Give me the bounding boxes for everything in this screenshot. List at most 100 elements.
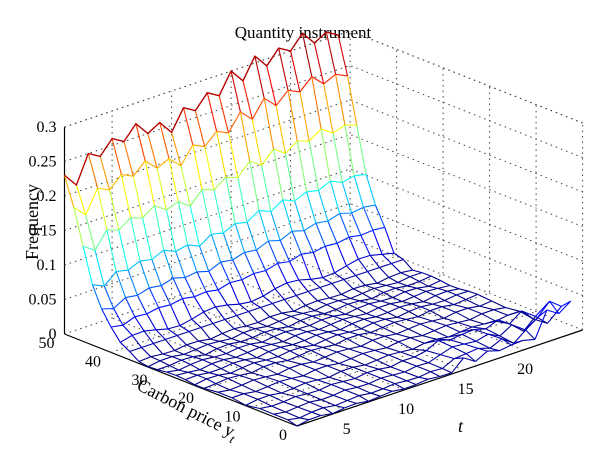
mesh-line-price bbox=[132, 160, 146, 177]
mesh-line-price bbox=[469, 313, 483, 321]
mesh-line-price bbox=[388, 272, 401, 278]
mesh-line-t bbox=[487, 333, 503, 340]
mesh-line-t bbox=[491, 300, 506, 309]
mesh-line-t bbox=[296, 140, 308, 192]
mesh-line-price bbox=[347, 300, 360, 305]
z-grid-line bbox=[64, 133, 583, 231]
x-axis-label: t bbox=[458, 416, 464, 436]
mesh-line-t bbox=[189, 205, 201, 247]
mesh-line-t bbox=[330, 383, 346, 391]
mesh-line-price bbox=[238, 343, 251, 349]
mesh-line-t bbox=[283, 401, 298, 408]
mesh-line-t bbox=[313, 42, 325, 85]
mesh-line-t bbox=[306, 191, 317, 224]
mesh-line-price bbox=[275, 359, 288, 364]
mesh-line-price bbox=[376, 276, 390, 284]
mesh-line-t bbox=[495, 320, 510, 325]
mesh-line-price bbox=[121, 174, 134, 177]
mesh-line-t bbox=[374, 204, 386, 228]
mesh-line-t bbox=[334, 344, 349, 350]
mesh-line-t bbox=[267, 386, 282, 394]
mesh-line-price bbox=[350, 292, 363, 300]
mesh-line-t bbox=[307, 291, 318, 302]
mesh-line-price bbox=[332, 124, 346, 134]
mesh-line-price bbox=[289, 346, 302, 352]
mesh-line-price bbox=[439, 372, 452, 378]
mesh-line-price bbox=[289, 363, 302, 369]
mesh-line-price bbox=[244, 249, 257, 253]
mesh-line-price bbox=[166, 201, 179, 211]
mesh-line-t bbox=[148, 366, 158, 371]
mesh-line-t bbox=[458, 288, 469, 292]
mesh-line-price bbox=[435, 290, 448, 297]
mesh-line-price bbox=[187, 369, 201, 373]
mesh-line-t bbox=[169, 365, 179, 371]
mesh-line-t bbox=[392, 296, 403, 303]
mesh-line-price bbox=[218, 372, 231, 376]
mesh-line-t bbox=[243, 393, 259, 400]
mesh-line-t bbox=[345, 313, 355, 317]
mesh-line-price bbox=[199, 363, 213, 371]
mesh-line-price bbox=[232, 251, 245, 261]
x-grid-line bbox=[290, 51, 524, 351]
mesh-line-t bbox=[184, 277, 195, 298]
mesh-line-t bbox=[273, 413, 288, 421]
mesh-line-t bbox=[280, 346, 291, 352]
mesh-line-price bbox=[281, 387, 294, 394]
mesh-line-t bbox=[87, 153, 99, 189]
mesh-line-price bbox=[268, 346, 281, 353]
mesh-line-price bbox=[259, 405, 272, 410]
mesh-line-price bbox=[363, 204, 376, 208]
mesh-line-t bbox=[277, 373, 292, 379]
mesh-line-t bbox=[376, 359, 391, 368]
mesh-line-t bbox=[118, 229, 129, 271]
mesh-line-t bbox=[295, 295, 306, 306]
mesh-line-price bbox=[509, 310, 523, 325]
mesh-line-price bbox=[307, 286, 321, 293]
mesh-line-t bbox=[301, 346, 312, 351]
mesh-line-price bbox=[295, 393, 308, 398]
mesh-line-t bbox=[346, 265, 357, 276]
mesh-line-price bbox=[371, 292, 384, 300]
mesh-line-price bbox=[253, 270, 266, 275]
mesh-line-t bbox=[380, 300, 391, 305]
mesh-line-t bbox=[101, 308, 112, 328]
mesh-line-price bbox=[191, 311, 204, 320]
mesh-line-t bbox=[364, 364, 379, 370]
mesh-line-price bbox=[313, 245, 326, 253]
mesh-line-t bbox=[336, 243, 347, 267]
mesh-line-t bbox=[251, 119, 263, 166]
mesh-line-t bbox=[402, 300, 412, 305]
mesh-line-t bbox=[123, 141, 134, 177]
mesh-line-price bbox=[231, 393, 244, 399]
mesh-line-t bbox=[229, 282, 240, 305]
mesh-line-price bbox=[215, 377, 229, 385]
mesh-line-t bbox=[136, 295, 148, 315]
mesh-line-price bbox=[285, 328, 298, 333]
mesh-line-price bbox=[253, 376, 266, 381]
mesh-line-price bbox=[261, 148, 274, 166]
mesh-line-price bbox=[319, 384, 332, 391]
mesh-line-t bbox=[452, 346, 467, 355]
mesh-line-price bbox=[408, 306, 422, 313]
mesh-line-t bbox=[505, 307, 520, 312]
mesh-line-price bbox=[549, 300, 562, 307]
mesh-line-price bbox=[427, 375, 440, 380]
mesh-line-t bbox=[475, 340, 491, 349]
mesh-line-price bbox=[362, 287, 375, 294]
mesh-line-t bbox=[339, 213, 350, 238]
mesh-line-price bbox=[390, 360, 403, 368]
mesh-line-t bbox=[333, 394, 348, 402]
mesh-line-t bbox=[420, 323, 435, 332]
mesh-line-price bbox=[255, 386, 268, 393]
mesh-line-t bbox=[150, 356, 161, 362]
mesh-line-price bbox=[404, 287, 417, 293]
mesh-line-price bbox=[132, 330, 145, 336]
mesh-line-t bbox=[499, 335, 515, 344]
mesh-line-price bbox=[203, 306, 216, 313]
mesh-line-t bbox=[398, 341, 413, 350]
mesh-line-t bbox=[254, 55, 265, 99]
mesh-line-price bbox=[342, 315, 355, 320]
mesh-line-price bbox=[416, 362, 429, 367]
